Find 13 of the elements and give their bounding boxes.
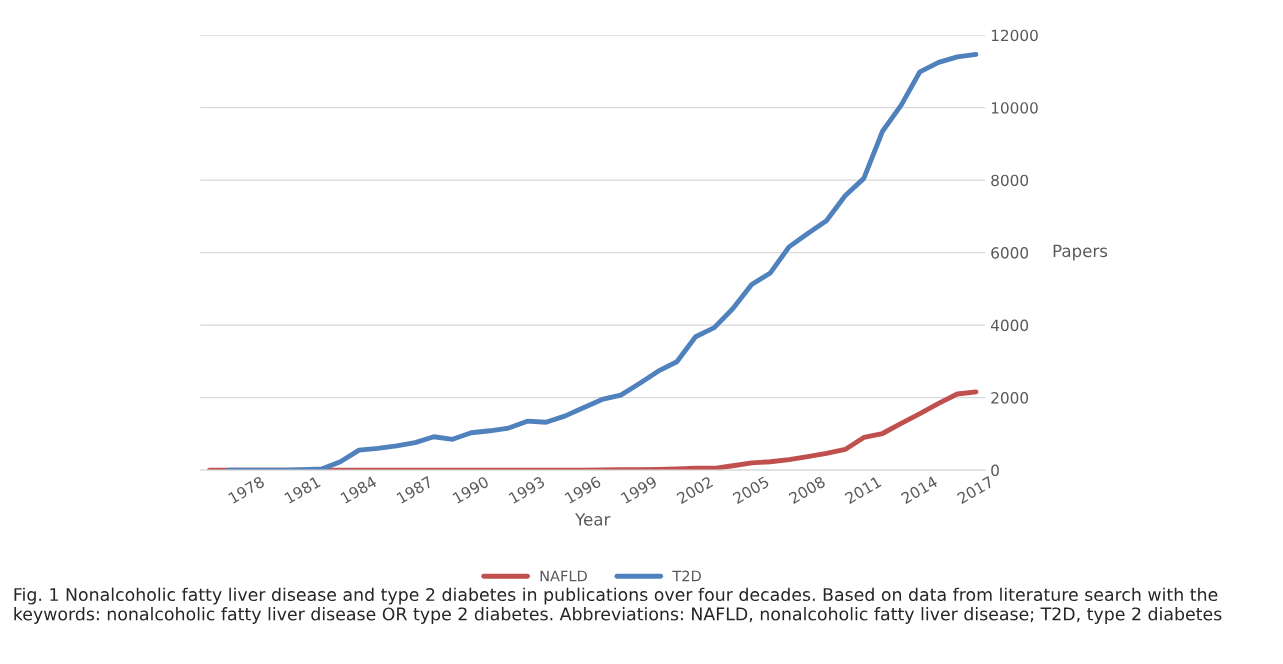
y-tick-label: 8000 xyxy=(991,174,1029,187)
y-axis-title: Papers xyxy=(1053,244,1108,261)
y-tick-label: 4000 xyxy=(990,319,1029,332)
y-tick-label: 0 xyxy=(991,464,999,477)
line-series xyxy=(225,51,979,471)
y-tick-label: 6000 xyxy=(991,247,1029,259)
y-tick-label: 2000 xyxy=(991,392,1029,404)
legend-label: NAFLD xyxy=(540,570,587,582)
y-tick-label: 12000 xyxy=(991,29,1038,42)
y-tick-label: 10000 xyxy=(991,102,1038,114)
caption: Fig. 1 Nonalcoholic fatty liver disease and type 2 diabetes in publications over four decades. Based on data from literature search with the keywords: nonalcoholic fatty liver disease OR type 2 diabetes. Abbreviations: NAFLD, nonalcoholic fatty liver disease; T2D, type 2 diabetes xyxy=(14,587,1222,624)
legend-label: T2D xyxy=(672,570,701,582)
x-axis-title: Year xyxy=(575,513,611,526)
